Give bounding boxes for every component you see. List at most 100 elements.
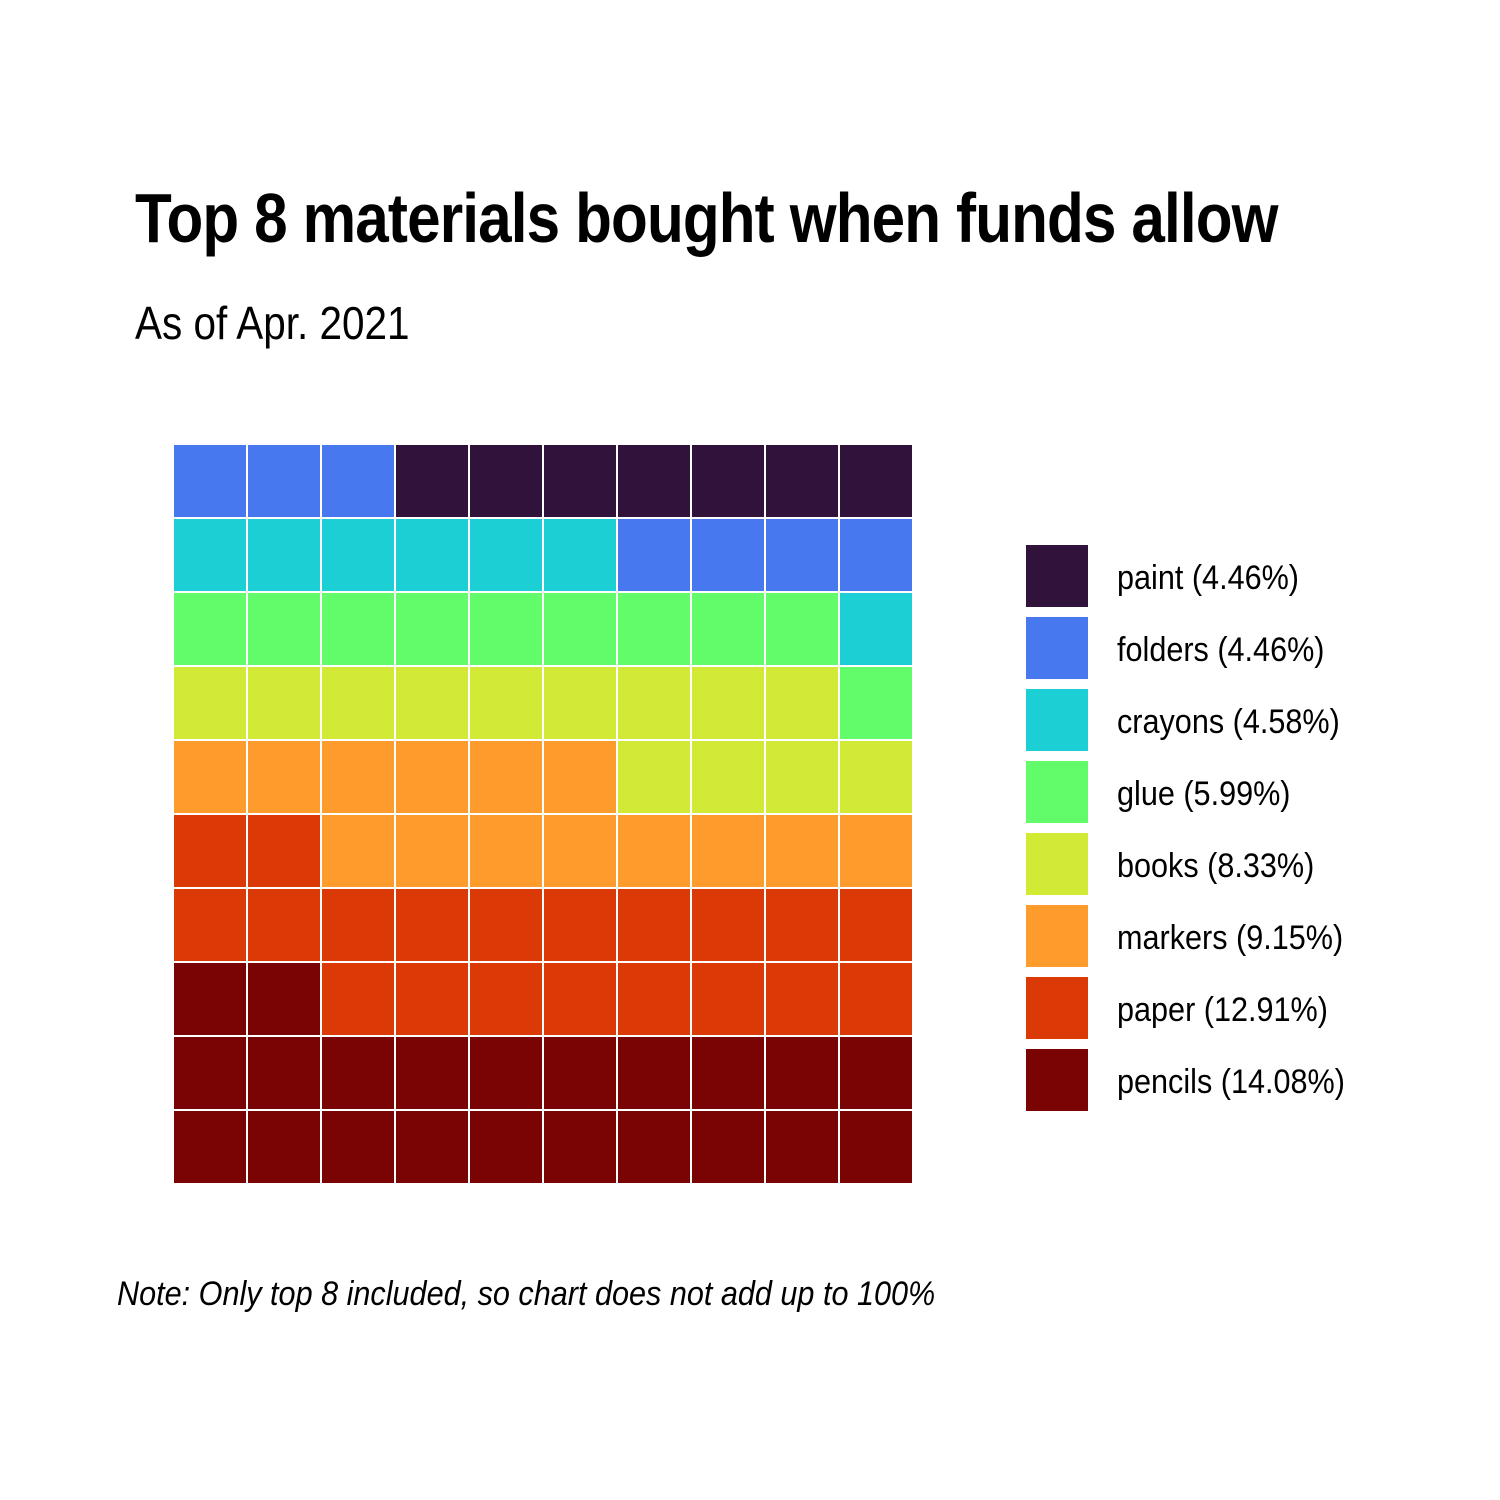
legend-label-crayons: crayons (4.58%): [1117, 703, 1340, 741]
waffle-square-glue: [322, 593, 394, 665]
waffle-square-markers: [396, 815, 468, 887]
waffle-square-paper: [322, 889, 394, 961]
legend-swatch-paint: [1026, 545, 1088, 607]
waffle-square-paint: [840, 445, 912, 517]
waffle-square-markers: [618, 815, 690, 887]
waffle-square-pencils: [248, 963, 320, 1035]
waffle-square-paper: [322, 963, 394, 1035]
legend-label-glue: glue (5.99%): [1117, 775, 1291, 813]
waffle-square-paper: [174, 889, 246, 961]
waffle-square-crayons: [470, 519, 542, 591]
waffle-square-pencils: [322, 1111, 394, 1183]
legend-item-glue: glue (5.99%): [1026, 761, 1426, 823]
waffle-square-pencils: [618, 1111, 690, 1183]
waffle-square-markers: [322, 741, 394, 813]
legend-item-crayons: crayons (4.58%): [1026, 689, 1426, 751]
waffle-square-paint: [692, 445, 764, 517]
legend-item-markers: markers (9.15%): [1026, 905, 1426, 967]
waffle-square-folders: [618, 519, 690, 591]
legend-swatch-pencils: [1026, 1049, 1088, 1111]
chart-note: Note: Only top 8 included, so chart does…: [117, 1275, 936, 1313]
waffle-square-books: [840, 741, 912, 813]
legend-label-books: books (8.33%): [1117, 847, 1315, 885]
legend-swatch-markers: [1026, 905, 1088, 967]
waffle-square-paper: [248, 815, 320, 887]
legend-label-folders: folders (4.46%): [1117, 631, 1325, 669]
waffle-square-paper: [396, 889, 468, 961]
waffle-square-books: [396, 667, 468, 739]
waffle-square-pencils: [470, 1037, 542, 1109]
waffle-square-paper: [766, 963, 838, 1035]
waffle-square-glue: [840, 667, 912, 739]
waffle-square-paper: [618, 963, 690, 1035]
waffle-square-pencils: [618, 1037, 690, 1109]
waffle-square-pencils: [544, 1111, 616, 1183]
waffle-square-markers: [840, 815, 912, 887]
waffle-square-paper: [470, 889, 542, 961]
waffle-square-glue: [618, 593, 690, 665]
waffle-square-paper: [470, 963, 542, 1035]
waffle-square-glue: [248, 593, 320, 665]
waffle-square-folders: [840, 519, 912, 591]
waffle-square-paper: [174, 815, 246, 887]
waffle-square-pencils: [544, 1037, 616, 1109]
waffle-square-markers: [322, 815, 394, 887]
waffle-square-markers: [174, 741, 246, 813]
waffle-square-books: [766, 741, 838, 813]
waffle-square-books: [322, 667, 394, 739]
legend-item-paint: paint (4.46%): [1026, 545, 1426, 607]
waffle-square-paint: [766, 445, 838, 517]
waffle-square-paint: [396, 445, 468, 517]
waffle-square-markers: [544, 741, 616, 813]
waffle-square-folders: [692, 519, 764, 591]
waffle-square-pencils: [396, 1037, 468, 1109]
legend-label-paper: paper (12.91%): [1117, 991, 1328, 1029]
waffle-square-pencils: [174, 1111, 246, 1183]
waffle-square-paper: [692, 889, 764, 961]
waffle-square-crayons: [840, 593, 912, 665]
legend-item-pencils: pencils (14.08%): [1026, 1049, 1426, 1111]
waffle-square-books: [766, 667, 838, 739]
legend-swatch-paper: [1026, 977, 1088, 1039]
legend-swatch-folders: [1026, 617, 1088, 679]
waffle-square-folders: [248, 445, 320, 517]
waffle-square-glue: [692, 593, 764, 665]
waffle-square-paper: [544, 963, 616, 1035]
waffle-square-paper: [618, 889, 690, 961]
waffle-square-crayons: [396, 519, 468, 591]
waffle-square-books: [618, 741, 690, 813]
legend-label-markers: markers (9.15%): [1117, 919, 1344, 957]
chart-title: Top 8 materials bought when funds allow: [135, 179, 1279, 257]
waffle-square-pencils: [248, 1111, 320, 1183]
waffle-square-pencils: [174, 1037, 246, 1109]
waffle-square-markers: [544, 815, 616, 887]
waffle-square-pencils: [174, 963, 246, 1035]
waffle-square-glue: [470, 593, 542, 665]
waffle-square-pencils: [766, 1037, 838, 1109]
legend-swatch-books: [1026, 833, 1088, 895]
legend-item-paper: paper (12.91%): [1026, 977, 1426, 1039]
waffle-square-markers: [470, 815, 542, 887]
waffle-square-paint: [470, 445, 542, 517]
waffle-square-books: [174, 667, 246, 739]
waffle-square-paper: [840, 889, 912, 961]
waffle-square-books: [692, 667, 764, 739]
waffle-square-paper: [248, 889, 320, 961]
legend-swatch-glue: [1026, 761, 1088, 823]
waffle-square-books: [470, 667, 542, 739]
waffle-square-folders: [766, 519, 838, 591]
waffle-square-markers: [470, 741, 542, 813]
waffle-square-paper: [544, 889, 616, 961]
waffle-square-books: [248, 667, 320, 739]
waffle-square-paint: [618, 445, 690, 517]
waffle-square-books: [618, 667, 690, 739]
waffle-square-pencils: [840, 1037, 912, 1109]
chart-subtitle: As of Apr. 2021: [135, 297, 410, 349]
waffle-square-pencils: [470, 1111, 542, 1183]
legend-label-paint: paint (4.46%): [1117, 559, 1300, 597]
waffle-square-books: [544, 667, 616, 739]
waffle-square-crayons: [248, 519, 320, 591]
waffle-square-glue: [766, 593, 838, 665]
waffle-square-books: [692, 741, 764, 813]
waffle-square-paper: [840, 963, 912, 1035]
